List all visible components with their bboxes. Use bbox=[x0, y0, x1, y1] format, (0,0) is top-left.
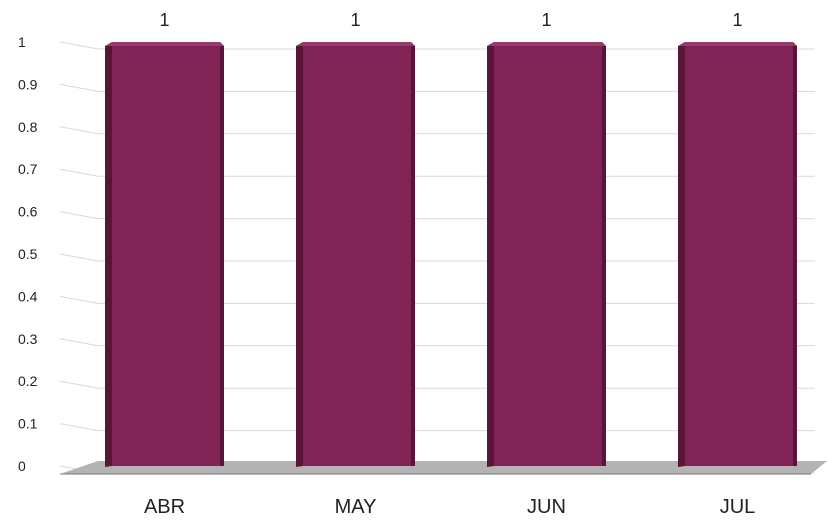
bar-right-side bbox=[793, 42, 797, 466]
bar-series bbox=[105, 42, 797, 467]
y-tick-label: 0.6 bbox=[18, 204, 38, 220]
bar-top bbox=[487, 42, 606, 46]
data-label: 1 bbox=[350, 10, 360, 30]
bar-front bbox=[494, 42, 602, 466]
y-tick-label: 0.8 bbox=[18, 119, 38, 135]
bar-front bbox=[685, 42, 793, 466]
floor-layer bbox=[60, 461, 827, 475]
x-tick-label: JUL bbox=[720, 496, 756, 518]
bar-right-side bbox=[220, 42, 224, 466]
bar-front bbox=[112, 42, 220, 466]
x-axis: ABR MAY JUN JUL bbox=[144, 496, 755, 518]
chart-floor bbox=[60, 461, 827, 474]
bar-right-side bbox=[411, 42, 415, 466]
bar-side bbox=[678, 42, 685, 467]
bar-side bbox=[296, 42, 303, 467]
data-label: 1 bbox=[159, 10, 169, 30]
bar-side bbox=[487, 42, 494, 467]
data-label: 1 bbox=[541, 10, 551, 30]
y-tick-label: 0.9 bbox=[18, 76, 38, 92]
data-label: 1 bbox=[732, 10, 742, 30]
y-axis: 0 0.1 0.2 0.3 0.4 0.5 0.6 0.7 0.8 0.9 1 bbox=[18, 34, 38, 474]
bar-side bbox=[105, 42, 112, 467]
bar-top bbox=[678, 42, 797, 46]
y-tick-label: 0.5 bbox=[18, 246, 38, 262]
x-tick-label: MAY bbox=[335, 496, 377, 518]
x-tick-label: ABR bbox=[144, 496, 185, 518]
bar-front bbox=[303, 42, 411, 466]
y-tick-label: 0.4 bbox=[18, 288, 38, 304]
bar-top bbox=[296, 42, 415, 46]
bar bbox=[296, 42, 415, 467]
y-tick-label: 0 bbox=[18, 458, 26, 474]
y-tick-label: 0.7 bbox=[18, 161, 38, 177]
bar bbox=[105, 42, 224, 467]
y-tick-label: 0.1 bbox=[18, 416, 38, 432]
x-tick-label: JUN bbox=[527, 496, 566, 518]
bar bbox=[487, 42, 606, 467]
bar-right-side bbox=[602, 42, 606, 466]
y-tick-label: 0.3 bbox=[18, 331, 38, 347]
data-labels: 1 1 1 1 bbox=[159, 10, 742, 30]
y-tick-label: 1 bbox=[18, 34, 26, 50]
y-tick-label: 0.2 bbox=[18, 373, 38, 389]
bar bbox=[678, 42, 797, 467]
bar-top bbox=[105, 42, 224, 46]
